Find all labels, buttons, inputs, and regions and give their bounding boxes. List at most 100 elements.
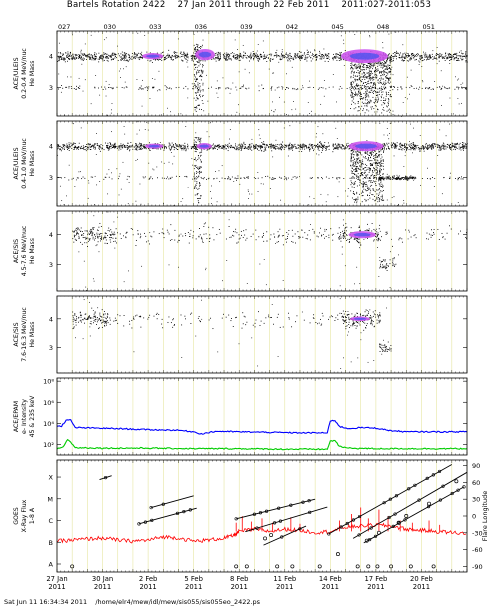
panel-p1-point — [110, 54, 112, 56]
panel-p1-point — [222, 53, 224, 55]
panel-p1-point — [193, 55, 195, 57]
panel-p1-point — [427, 88, 429, 90]
panel-p2-point — [229, 129, 231, 131]
panel-p1-point — [385, 98, 387, 100]
panel-p1-point — [465, 57, 467, 59]
panel-p2-point — [105, 176, 107, 178]
panel-p2-point — [423, 150, 425, 152]
panel-p1-point — [369, 35, 371, 37]
panel-p1-point — [227, 87, 229, 89]
panel-p2-point — [218, 146, 220, 148]
panel-p2-point — [443, 177, 445, 179]
panel-p2-point — [321, 145, 323, 147]
panel-p2-point — [429, 146, 431, 148]
panel-p2-point — [94, 175, 96, 177]
panel-p1-point — [73, 57, 75, 59]
panel-p1-point — [218, 58, 220, 60]
panel-p1-point — [232, 55, 234, 57]
panel-p1-point — [197, 84, 199, 86]
panel-p2-point — [383, 151, 384, 153]
panel-p2-point — [229, 146, 231, 148]
panel-p1-point — [385, 95, 387, 97]
panel-p1-point — [387, 69, 388, 71]
panel-p1-point — [384, 74, 385, 76]
panel-p1-point — [109, 55, 111, 57]
panel-p2-point — [144, 176, 146, 178]
panel-p2-point — [79, 171, 81, 173]
panel-p1-point — [419, 61, 421, 63]
panel-p1-point — [396, 53, 398, 54]
panel-p1-point — [217, 58, 219, 60]
panel-p1-point — [202, 82, 204, 84]
panel-p1-point — [248, 87, 250, 89]
panel-p1-point — [438, 57, 440, 59]
panel-p2-point — [81, 147, 83, 149]
panel-p1-point — [67, 53, 69, 55]
panel-p1-point — [270, 59, 271, 61]
panel-p2-point — [453, 148, 455, 150]
panel-p1-point — [375, 77, 377, 79]
panel-p1-point — [370, 64, 372, 66]
panel-p1-point — [327, 61, 329, 62]
panel-p2-point — [258, 146, 260, 148]
panel-p2-point — [78, 142, 80, 144]
panel-p1-point — [460, 50, 462, 52]
panel-p1-point — [190, 55, 192, 57]
panel-p1-point — [310, 57, 312, 59]
panel-p1-point — [367, 81, 369, 83]
panel-p2-point — [173, 146, 175, 148]
panel-p2-point — [270, 143, 272, 145]
panel-p1-point — [440, 88, 442, 90]
panel-p1-point — [196, 79, 198, 80]
panel-p2-point — [64, 148, 65, 150]
panel-p1-point — [276, 49, 278, 51]
panel-p1-point — [225, 59, 227, 61]
panel-p1-point — [103, 53, 105, 55]
panel-p2-point — [341, 144, 343, 146]
panel-p1-point — [436, 46, 438, 48]
panel-p2-point — [424, 147, 426, 149]
panel-p2-point — [66, 145, 68, 147]
panel-p1-point — [167, 53, 169, 55]
panel-p1-point — [295, 53, 297, 55]
panel-p1-point — [198, 46, 200, 48]
panel-p2-point — [180, 147, 182, 149]
panel-p1-point — [195, 47, 196, 49]
panel-p2-point — [149, 149, 150, 151]
panel-p1-point — [195, 43, 197, 45]
panel-p1-point — [272, 72, 274, 74]
panel-p2-point — [87, 143, 89, 145]
panel-p1-point — [194, 109, 196, 111]
panel-p1-point — [103, 59, 105, 61]
panel-p1-point — [365, 103, 367, 105]
panel-p2-point — [324, 142, 326, 143]
panel-p2-point — [98, 147, 100, 149]
panel-p1-point — [454, 88, 456, 90]
panel-p1-point — [170, 111, 171, 113]
panel-p2-point — [73, 123, 75, 125]
panel-p1-point — [229, 54, 231, 56]
panel-p2-point — [321, 150, 323, 151]
panel-p2-point — [362, 185, 364, 187]
panel-p1-point — [296, 54, 298, 56]
panel-p2-point — [298, 150, 300, 152]
panel-p1-point — [368, 76, 370, 78]
panel-p1-point — [64, 58, 65, 60]
panel-p1-point — [387, 98, 389, 99]
panel-p1-point — [195, 58, 197, 59]
panel-p2-point — [453, 143, 455, 145]
panel-p1-point — [181, 59, 183, 61]
panel-p1-point — [415, 55, 417, 57]
panel-p1-point — [461, 102, 462, 104]
panel-p1-point — [461, 59, 463, 61]
panel-p1-point — [103, 56, 105, 58]
panel-p1-point — [350, 68, 352, 70]
panel-p1-point — [366, 90, 368, 92]
panel-p2-point — [408, 149, 410, 151]
panel-p1-point — [409, 59, 411, 61]
panel-p2-point — [263, 150, 265, 152]
panel-p1-point — [193, 83, 195, 84]
panel-p2-point — [107, 144, 109, 146]
panel-p2-point — [240, 177, 242, 179]
panel-p1-point — [150, 60, 152, 62]
